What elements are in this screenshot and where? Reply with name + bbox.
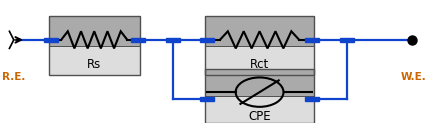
Bar: [205, 69, 314, 123]
Bar: [44, 38, 58, 42]
Bar: [305, 97, 319, 100]
Bar: [166, 38, 179, 42]
Text: R.E.: R.E.: [2, 72, 25, 82]
Bar: [131, 38, 145, 42]
Bar: [305, 38, 319, 42]
Bar: [49, 16, 140, 75]
Bar: [205, 46, 314, 75]
Bar: [49, 16, 140, 46]
Text: W.E.: W.E.: [401, 72, 427, 82]
Text: Rct: Rct: [250, 58, 269, 71]
Bar: [205, 96, 314, 123]
Bar: [340, 38, 354, 42]
Bar: [205, 69, 314, 96]
Bar: [200, 38, 214, 42]
Bar: [200, 97, 214, 100]
Bar: [205, 16, 314, 46]
Text: CPE: CPE: [248, 110, 271, 123]
Text: Rs: Rs: [87, 58, 101, 71]
Bar: [49, 46, 140, 75]
Bar: [205, 16, 314, 75]
